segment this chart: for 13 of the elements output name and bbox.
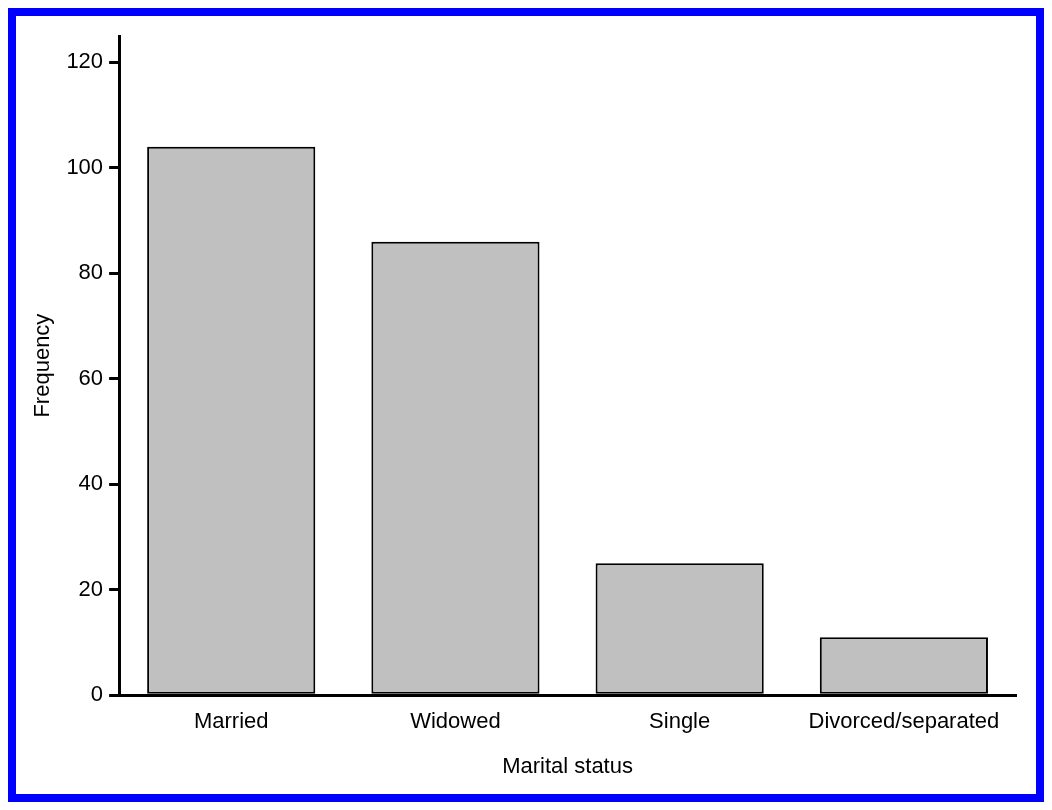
x-tick-label: Married — [193, 708, 269, 734]
y-tick-label: 60 — [78, 364, 104, 390]
x-tick-label: Single — [649, 708, 711, 734]
y-axis-title: Frequency — [29, 313, 55, 418]
x-axis-title: Marital status — [502, 752, 633, 778]
y-tick-label: 80 — [78, 259, 104, 285]
y-tick-label: 40 — [78, 470, 104, 496]
y-tick-label: 20 — [78, 575, 104, 601]
x-tick-label: Divorced/separated — [808, 708, 1000, 734]
y-tick-label: 100 — [66, 153, 104, 179]
x-tick-label: Widowed — [410, 708, 501, 734]
y-tick-label: 120 — [66, 48, 104, 74]
y-tick-label: 0 — [90, 681, 104, 707]
